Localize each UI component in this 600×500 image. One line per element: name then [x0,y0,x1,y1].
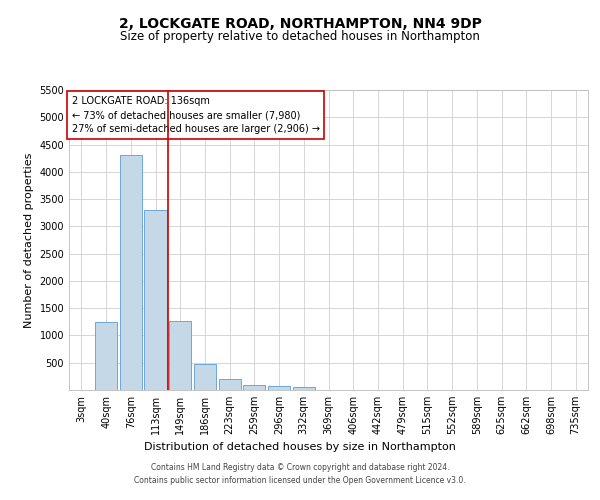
Text: Size of property relative to detached houses in Northampton: Size of property relative to detached ho… [120,30,480,43]
Text: 2 LOCKGATE ROAD: 136sqm
← 73% of detached houses are smaller (7,980)
27% of semi: 2 LOCKGATE ROAD: 136sqm ← 73% of detache… [71,96,320,134]
Bar [95,322,117,390]
Bar [194,364,216,390]
Y-axis label: Number of detached properties: Number of detached properties [24,152,34,328]
Text: Contains public sector information licensed under the Open Government Licence v3: Contains public sector information licen… [134,476,466,485]
Text: Contains HM Land Registry data © Crown copyright and database right 2024.: Contains HM Land Registry data © Crown c… [151,464,449,472]
Bar [218,379,241,390]
Bar [119,156,142,390]
Text: Distribution of detached houses by size in Northampton: Distribution of detached houses by size … [144,442,456,452]
Bar [243,384,265,390]
Bar [268,386,290,390]
Bar [293,386,315,390]
Bar [169,320,191,390]
Bar [145,210,167,390]
Text: 2, LOCKGATE ROAD, NORTHAMPTON, NN4 9DP: 2, LOCKGATE ROAD, NORTHAMPTON, NN4 9DP [119,18,481,32]
